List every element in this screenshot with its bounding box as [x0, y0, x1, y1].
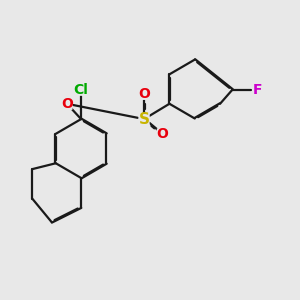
FancyBboxPatch shape	[252, 83, 263, 96]
FancyBboxPatch shape	[61, 98, 73, 110]
FancyBboxPatch shape	[74, 83, 88, 96]
Text: O: O	[61, 97, 73, 111]
Text: S: S	[139, 112, 150, 127]
Text: F: F	[253, 82, 262, 97]
FancyBboxPatch shape	[139, 113, 150, 125]
FancyBboxPatch shape	[157, 128, 168, 141]
FancyBboxPatch shape	[139, 88, 150, 100]
Text: O: O	[138, 87, 150, 101]
Text: O: O	[156, 128, 168, 141]
Text: Cl: Cl	[74, 82, 88, 97]
